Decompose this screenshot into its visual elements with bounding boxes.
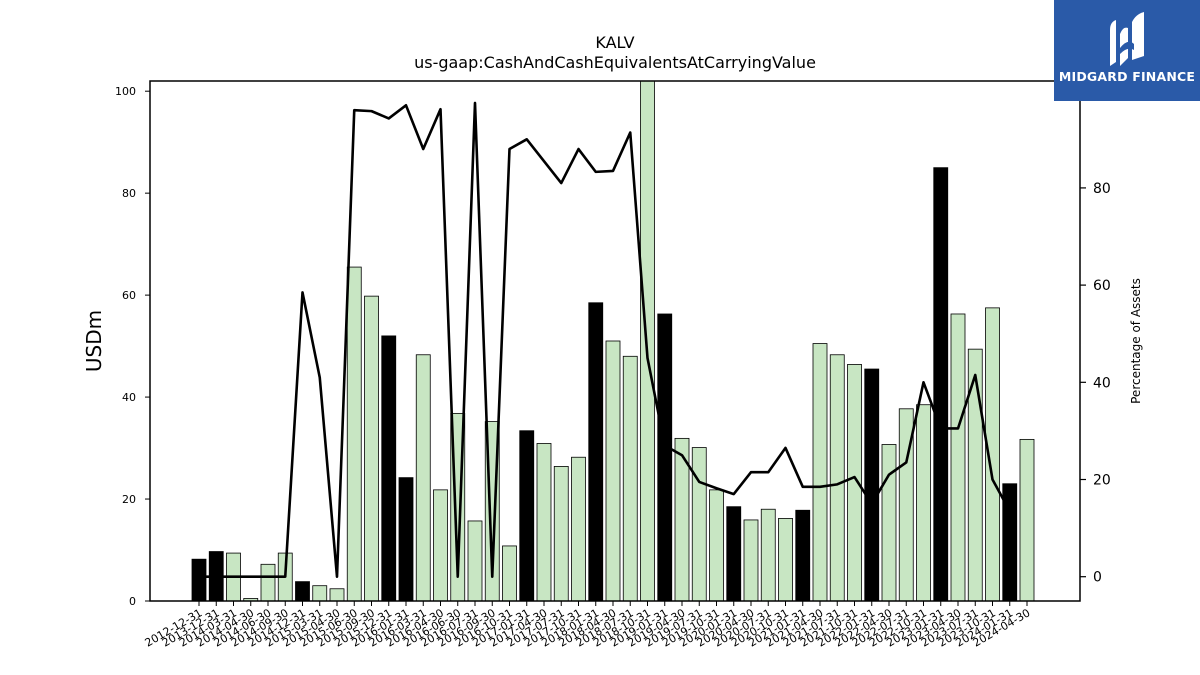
chart-title: KALV: [595, 33, 634, 52]
y-tick-label: 100: [115, 85, 136, 98]
y-tick-label: 80: [122, 187, 136, 200]
percentage-of-assets-line: [199, 101, 1011, 579]
line-series: [199, 101, 1011, 579]
bar-2020-10-31: [778, 518, 793, 602]
bar-2016-04-30: [433, 489, 448, 602]
bar-2023-01-31: [933, 167, 949, 602]
y-axis-right-label: Percentage of Assets: [1129, 278, 1143, 404]
y-right-tick-label: 20: [1093, 473, 1111, 489]
y-right-tick-label: 40: [1093, 375, 1111, 391]
bar-2014-12-31: [295, 581, 310, 602]
y-right-tick-label: 60: [1093, 278, 1111, 294]
bar-2022-10-31: [916, 404, 931, 602]
bar-2017-10-31: [571, 456, 586, 602]
bar-2016-01-31: [398, 477, 414, 602]
bar-2015-12-31: [381, 335, 397, 602]
bar-2017-01-31: [519, 430, 535, 602]
y-tick-label: 60: [122, 289, 136, 302]
y-tick-label: 20: [122, 493, 136, 506]
bar-2016-03-31: [415, 354, 431, 602]
plot-frame: [149, 80, 1081, 602]
bar-2018-07-31: [622, 355, 638, 602]
bar-2016-07-31: [467, 520, 483, 602]
x-axis: 2012-12-312013-12-312014-03-312014-04-30…: [143, 601, 1033, 650]
y-right-tick-label: 0: [1093, 570, 1102, 586]
bar-2023-04-30: [950, 313, 966, 602]
y-axis-left: 0 20 40 60 80 100: [115, 85, 150, 608]
bar-2012-12-31: [191, 558, 207, 602]
brand-name: MIDGARD FINANCE: [1058, 69, 1196, 84]
brand-logo: MIDGARD FINANCE: [1054, 0, 1200, 101]
bar-2020-07-31: [760, 508, 776, 602]
bar-2019-10-31: [709, 489, 724, 602]
midgard-logo-icon: [1110, 12, 1144, 67]
bar-2017-07-31: [553, 466, 569, 602]
y-axis-right: 0 20 40 60 80: [1080, 181, 1111, 586]
bar-2020-01-31: [726, 506, 742, 602]
bar-2021-01-31: [795, 509, 811, 602]
bar-2016-10-31: [502, 545, 517, 602]
bar-2021-07-31: [829, 354, 845, 602]
y-right-tick-label: 80: [1093, 181, 1111, 197]
bar-2020-04-30: [743, 519, 759, 602]
bar-2014-06-30: [260, 563, 276, 602]
bar-2015-03-31: [312, 585, 328, 602]
chart-subtitle: us-gaap:CashAndCashEquivalentsAtCarrying…: [414, 53, 816, 72]
bar-2018-04-30: [605, 340, 621, 602]
y-tick-label: 0: [129, 595, 136, 608]
bar-2015-09-30: [364, 295, 379, 602]
bar-2022-04-30: [881, 444, 897, 602]
bar-2018-01-31: [588, 302, 604, 602]
bar-2021-04-30: [812, 343, 828, 602]
bar-series: [191, 80, 1035, 602]
bar-2024-04-30: [1019, 438, 1035, 602]
bar-2019-01-31: [657, 313, 673, 602]
y-tick-label: 40: [122, 391, 136, 404]
bar-2022-01-31: [864, 368, 880, 602]
bar-2015-04-30: [329, 588, 345, 602]
bar-2019-07-31: [691, 447, 707, 602]
bar-2015-06-30: [346, 266, 362, 602]
bar-2017-04-30: [536, 443, 552, 602]
y-axis-label: USDm: [82, 310, 106, 372]
